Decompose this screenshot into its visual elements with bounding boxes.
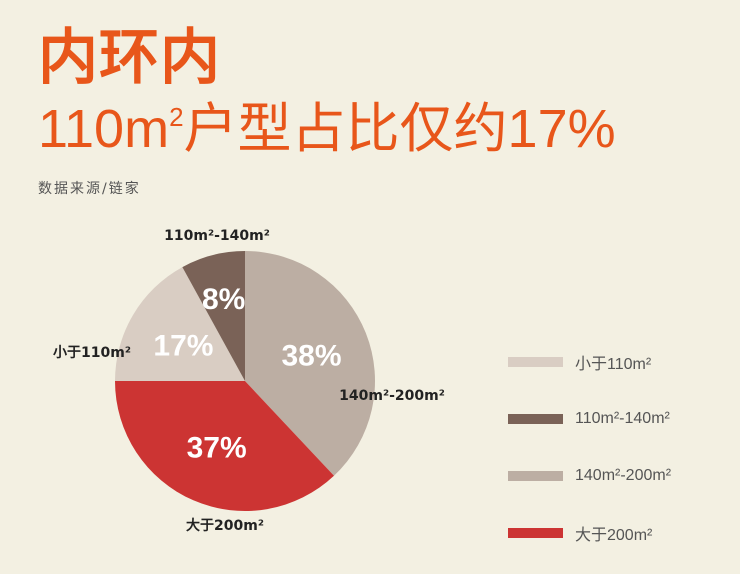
legend-label: 小于110m²: [575, 355, 652, 373]
pie-data-label: 8%: [202, 283, 245, 316]
title: 内环内: [38, 23, 221, 93]
legend-label: 140m²-200m²: [575, 466, 672, 484]
subtitle: 110m2户型占比仅约17%: [38, 102, 616, 156]
subtitle-prefix: 110m: [38, 99, 170, 159]
legend-item: 小于110m²: [508, 333, 671, 390]
legend-swatch: [508, 527, 563, 538]
pie-slice: [115, 267, 245, 381]
pie-data-label: 38%: [281, 340, 341, 373]
legend: 小于110m² 110m²-140m² 140m²-200m² 大于200m²: [508, 333, 671, 561]
legend-label: 110m²-140m²: [575, 409, 670, 427]
legend-swatch: [508, 356, 563, 367]
pie-category-label: 小于110m²: [53, 345, 131, 361]
pie-data-label: 37%: [187, 432, 247, 465]
pie-category-label: 140m²-200m²: [339, 388, 445, 404]
legend-label: 大于200m²: [575, 526, 653, 544]
pie-slice: [245, 251, 375, 476]
legend-swatch: [508, 413, 563, 424]
pie-data-label: 17%: [153, 330, 213, 363]
legend-item: 大于200m²: [508, 504, 671, 561]
legend-item: 140m²-200m²: [508, 447, 671, 504]
source: 数据来源/链家: [38, 181, 141, 197]
pie-category-label: 大于200m²: [186, 517, 264, 534]
subtitle-sup: 2: [169, 102, 184, 132]
subtitle-suffix: 户型占比仅约17%: [183, 99, 616, 159]
pie-category-label: 110m²-140m²: [164, 228, 270, 244]
legend-item: 110m²-140m²: [508, 390, 671, 447]
legend-swatch: [508, 470, 563, 481]
pie-slice: [115, 381, 334, 511]
pie-slice: [182, 251, 245, 381]
